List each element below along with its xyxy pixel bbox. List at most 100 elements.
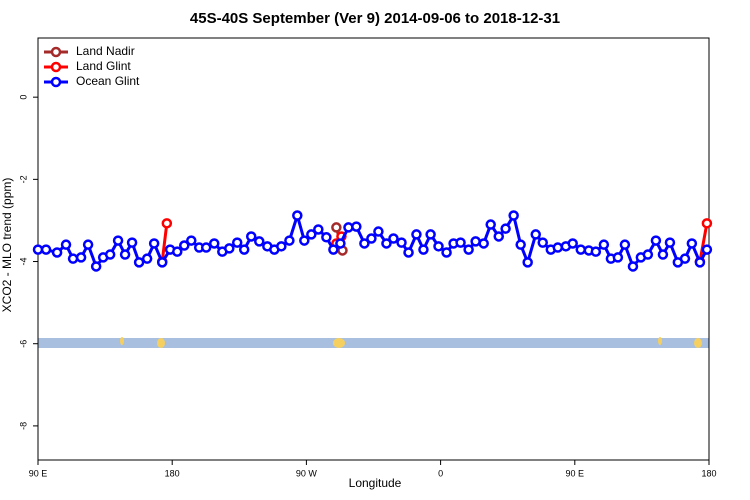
point [642,249,654,260]
point [425,229,436,240]
point [508,210,519,221]
point [396,237,407,248]
point [598,239,610,250]
point [381,238,392,249]
point [567,238,578,249]
point [75,252,87,263]
point [200,242,212,253]
point [328,244,339,255]
y-tick-label: 0 [18,95,28,100]
plot-frame [37,37,710,461]
x-tick-label: 90 E [566,468,585,478]
point [60,239,72,250]
ocean-band [38,338,709,348]
land-patch [333,338,345,348]
point [133,257,145,268]
legend-marker [50,61,62,73]
point [126,237,138,248]
point [51,247,63,258]
point [359,238,370,249]
point [470,236,481,247]
point [254,236,265,247]
point [485,219,496,230]
legend-label: Land Nadir [76,44,135,58]
point [522,257,533,268]
y-axis-label: XCO2 - MLO trend (ppm) [0,178,14,313]
point [231,237,243,248]
point [478,238,489,249]
point [331,222,342,233]
point [292,210,303,221]
point [493,231,505,242]
point [500,223,511,234]
point [299,235,310,246]
point [245,231,257,242]
point [441,247,452,258]
land-patch [120,337,124,345]
legend-marker [50,76,62,88]
point [32,244,44,255]
point [313,224,324,235]
point [156,257,168,268]
point [552,242,564,253]
point [90,261,102,272]
point [418,244,429,255]
point [537,237,548,248]
point [284,235,295,246]
point [186,235,197,246]
point [694,257,706,268]
point [664,237,676,248]
legend-label: Ocean Glint [76,74,140,88]
point [321,232,332,243]
point [238,244,250,255]
chart-title: 45S-40S September (Ver 9) 2014-09-06 to … [190,10,560,27]
land-patch [694,338,702,348]
point [208,238,220,249]
point [119,249,131,260]
point [612,252,624,263]
legend-marker [50,46,62,58]
y-tick-label: -4 [18,258,28,266]
point [112,235,124,246]
point [627,261,639,272]
point [351,221,362,232]
surface-band [38,337,709,348]
point [455,237,466,248]
legend-label: Land Glint [76,59,131,73]
point [686,238,698,249]
point [276,241,287,252]
point [575,244,587,255]
point [161,218,173,229]
land-patch [157,338,165,348]
y-tick-label: -8 [18,422,28,430]
x-axis-label: Longitude [349,476,402,490]
point [335,238,346,249]
point [306,229,317,240]
point [82,239,94,250]
y-tick-label: -2 [18,175,28,183]
point [463,244,474,255]
point [515,239,526,250]
point [701,244,713,255]
point [148,238,160,249]
point [104,249,116,260]
point [619,239,631,250]
point [530,229,541,240]
point [141,253,153,264]
x-tick-label: 0 [438,468,443,478]
point [172,246,183,257]
point [433,241,444,252]
point [590,246,602,257]
point [657,249,669,260]
point [679,253,691,264]
point [40,244,52,255]
point [224,243,235,254]
point [366,233,377,244]
point [373,226,384,237]
x-tick-label: 90 W [296,468,318,478]
point [67,253,79,264]
point [650,235,662,246]
point [701,218,713,229]
point [388,233,399,244]
